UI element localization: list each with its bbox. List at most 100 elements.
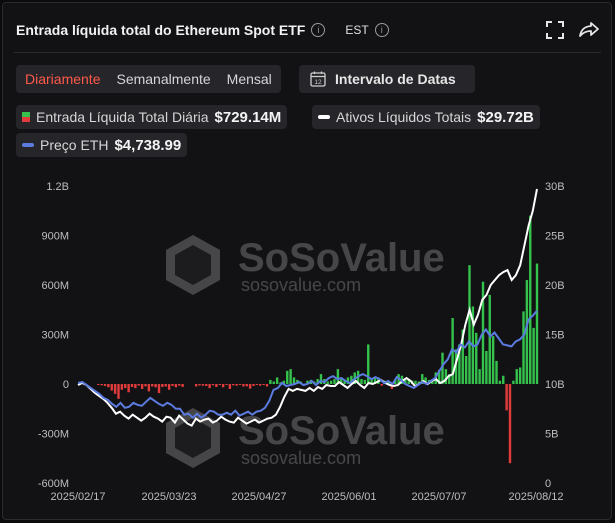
calendar-icon: 12 <box>310 71 326 87</box>
chart-title: Entrada líquida total do Ethereum Spot E… <box>16 22 306 38</box>
left-tick-label: -600M <box>38 478 69 490</box>
flow-bar <box>242 384 245 387</box>
flow-bar <box>161 384 164 387</box>
flow-bar <box>282 380 286 384</box>
left-axis: 1.2B 900M 600M 300M 0 -300M -600M <box>38 181 69 490</box>
flow-bar <box>461 329 464 384</box>
x-tick-label: 2025/03/23 <box>141 491 196 503</box>
flow-bar <box>225 384 228 385</box>
line-swatch-icon <box>22 143 34 147</box>
date-range-label: Intervalo de Datas <box>335 71 456 87</box>
header-divider <box>14 52 601 53</box>
flow-bar <box>154 384 157 388</box>
watermark-top: SoSoValue sosovalue.com <box>166 235 445 295</box>
flow-bar <box>448 374 451 384</box>
flow-bar <box>346 377 350 384</box>
legend-net-assets[interactable]: Ativos Líquidos Totais $29.72B <box>312 105 540 129</box>
svg-text:12: 12 <box>314 79 322 86</box>
flow-bar <box>140 384 144 389</box>
tab-daily[interactable]: Diariamente <box>25 71 101 87</box>
flow-bar <box>238 384 242 385</box>
legend-daily-inflow[interactable]: Entrada Líquida Total Diária $729.14M <box>16 105 288 129</box>
flow-bar <box>421 374 424 384</box>
flow-bar <box>205 384 208 386</box>
flow-bar <box>164 384 167 387</box>
flow-bar <box>373 377 377 384</box>
flow-bar <box>454 349 458 384</box>
legend-price-value: $4,738.99 <box>114 136 182 154</box>
right-tick-label: 20B <box>545 280 565 292</box>
flow-bar <box>414 380 417 384</box>
flow-bar <box>394 379 397 384</box>
flow-bar <box>194 384 198 387</box>
flow-bar <box>255 384 259 385</box>
watermark-logo-icon <box>166 408 220 468</box>
flow-bar <box>215 384 218 387</box>
bar-swatch-icon <box>22 112 30 122</box>
flow-bar <box>232 384 235 386</box>
left-tick-label: 0 <box>63 379 69 391</box>
left-tick-label: 900M <box>41 231 69 243</box>
flow-bar <box>117 384 120 399</box>
tab-weekly[interactable]: Semanalmente <box>116 71 211 87</box>
flow-bar <box>292 377 296 384</box>
flow-bar <box>491 336 495 384</box>
fullscreen-icon <box>546 21 564 39</box>
flow-bar <box>269 379 272 384</box>
flow-bar <box>424 377 427 384</box>
flow-bar <box>498 380 502 384</box>
right-axis: 30B 25B 20B 15B 10B 5B 0 <box>545 181 565 490</box>
right-tick-label: 5B <box>545 429 558 441</box>
flow-bar <box>319 374 323 384</box>
flow-bar <box>110 384 113 391</box>
flow-bar <box>502 375 505 384</box>
right-tick-label: 25B <box>545 231 565 243</box>
flow-bar <box>363 379 367 384</box>
net-assets-line <box>77 188 538 427</box>
x-tick-label: 2025/02/17 <box>50 491 105 503</box>
line-swatch-icon <box>318 115 330 119</box>
timezone-label: EST <box>345 23 369 37</box>
flow-bar <box>174 384 178 388</box>
flow-bar <box>488 294 491 384</box>
flow-bar <box>336 369 340 384</box>
flow-bar <box>208 384 211 389</box>
legend-daily-value: $729.14M <box>214 108 282 126</box>
flow-bar <box>515 369 518 384</box>
flow-bar <box>367 344 370 384</box>
flow-bar <box>228 384 232 389</box>
flow-bar <box>201 384 205 386</box>
watermark-bottom: SoSoValue sosovalue.com <box>166 408 445 468</box>
flow-bar <box>495 360 498 384</box>
tab-monthly[interactable]: Mensal <box>226 71 272 87</box>
flow-bar <box>458 344 461 384</box>
flow-bar <box>137 384 140 386</box>
flow-bar <box>127 384 130 393</box>
info-icon[interactable]: i <box>311 23 326 37</box>
flow-bar <box>181 384 184 387</box>
flow-bar <box>525 280 529 384</box>
x-tick-label: 2025/06/01 <box>321 491 376 503</box>
fullscreen-button[interactable] <box>543 18 567 42</box>
right-tick-label: 0 <box>545 478 551 490</box>
flow-bar <box>340 377 343 384</box>
flow-bar <box>329 380 333 384</box>
flow-bar <box>147 384 151 392</box>
date-range-button[interactable]: 12 Intervalo de Datas <box>299 65 475 93</box>
flow-bar <box>144 384 147 387</box>
legend-eth-price[interactable]: Preço ETH $4,738.99 <box>16 133 188 157</box>
flow-bar <box>529 215 532 384</box>
period-tabs: Diariamente Semanalmente Mensal <box>16 65 281 93</box>
left-tick-label: 1.2B <box>46 181 69 193</box>
left-tick-label: -300M <box>38 429 69 441</box>
flow-bar <box>286 370 289 384</box>
chart-header: Entrada líquida total do Ethereum Spot E… <box>16 22 389 38</box>
share-button[interactable] <box>577 18 601 42</box>
watermark-logo-icon <box>166 235 220 295</box>
flow-bar <box>235 384 238 386</box>
timezone-info-icon[interactable]: i <box>374 23 389 37</box>
flow-bar <box>262 384 265 385</box>
right-tick-label: 10B <box>545 379 565 391</box>
flow-bar <box>505 384 508 411</box>
